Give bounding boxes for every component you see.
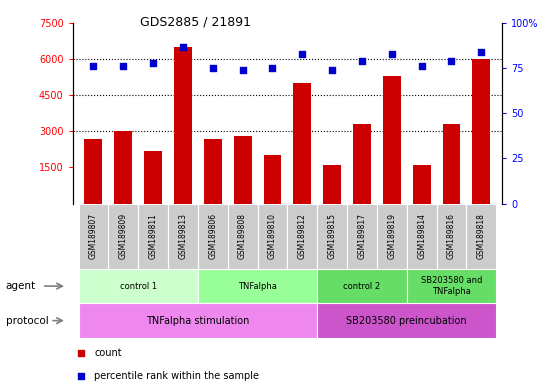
Text: control 2: control 2 — [343, 281, 381, 291]
Bar — [442, 124, 460, 204]
Bar — [466, 204, 496, 269]
Text: count: count — [94, 348, 122, 358]
Point — [358, 58, 367, 64]
Point — [76, 373, 85, 379]
Text: GSM189817: GSM189817 — [358, 213, 367, 259]
Point — [417, 63, 426, 70]
Bar — [317, 204, 347, 269]
Bar — [347, 204, 377, 269]
Text: TNFalpha: TNFalpha — [238, 281, 277, 291]
Text: GSM189814: GSM189814 — [417, 213, 426, 259]
Text: GSM189811: GSM189811 — [148, 213, 157, 259]
Text: GSM189809: GSM189809 — [119, 213, 128, 259]
Text: protocol: protocol — [6, 316, 49, 326]
Bar — [317, 269, 407, 303]
Point — [179, 43, 187, 50]
Bar — [258, 204, 287, 269]
Bar — [79, 204, 108, 269]
Bar — [287, 204, 317, 269]
Point — [119, 63, 128, 70]
Bar — [138, 204, 168, 269]
Bar — [144, 151, 162, 204]
Text: GSM189815: GSM189815 — [328, 213, 336, 259]
Bar — [79, 303, 317, 338]
Bar — [174, 47, 192, 204]
Text: control 1: control 1 — [119, 281, 157, 291]
Bar — [294, 83, 311, 204]
Point — [76, 350, 85, 356]
Bar — [436, 204, 466, 269]
Text: GSM189813: GSM189813 — [179, 213, 187, 259]
Bar — [377, 204, 407, 269]
Bar — [168, 204, 198, 269]
Text: agent: agent — [6, 281, 36, 291]
Point — [387, 51, 396, 57]
Text: GSM189819: GSM189819 — [387, 213, 396, 259]
Text: SB203580 and
TNFalpha: SB203580 and TNFalpha — [421, 276, 482, 296]
Bar — [198, 269, 317, 303]
Point — [238, 67, 247, 73]
Bar — [323, 165, 341, 204]
Bar — [79, 269, 198, 303]
Bar — [198, 204, 228, 269]
Point — [328, 67, 336, 73]
Text: GSM189812: GSM189812 — [298, 213, 307, 259]
Point — [268, 65, 277, 71]
Text: GSM189806: GSM189806 — [208, 213, 217, 259]
Bar — [473, 59, 490, 204]
Bar — [353, 124, 371, 204]
Point — [148, 60, 157, 66]
Point — [298, 51, 307, 57]
Bar — [108, 204, 138, 269]
Bar — [114, 131, 132, 204]
Bar — [204, 139, 222, 204]
Text: TNFalpha stimulation: TNFalpha stimulation — [146, 316, 249, 326]
Bar — [84, 139, 102, 204]
Text: GSM189808: GSM189808 — [238, 213, 247, 259]
Bar — [413, 165, 431, 204]
Bar — [228, 204, 258, 269]
Point — [477, 49, 486, 55]
Bar — [407, 204, 436, 269]
Text: percentile rank within the sample: percentile rank within the sample — [94, 371, 259, 381]
Bar — [234, 136, 252, 204]
Point — [447, 58, 456, 64]
Text: GSM189810: GSM189810 — [268, 213, 277, 259]
Text: GDS2885 / 21891: GDS2885 / 21891 — [140, 15, 251, 28]
Point — [208, 65, 217, 71]
Bar — [383, 76, 401, 204]
Bar — [407, 269, 496, 303]
Bar — [263, 156, 281, 204]
Bar — [317, 303, 496, 338]
Text: GSM189818: GSM189818 — [477, 213, 486, 259]
Text: GSM189816: GSM189816 — [447, 213, 456, 259]
Text: SB203580 preincubation: SB203580 preincubation — [347, 316, 467, 326]
Point — [89, 63, 98, 70]
Text: GSM189807: GSM189807 — [89, 213, 98, 259]
